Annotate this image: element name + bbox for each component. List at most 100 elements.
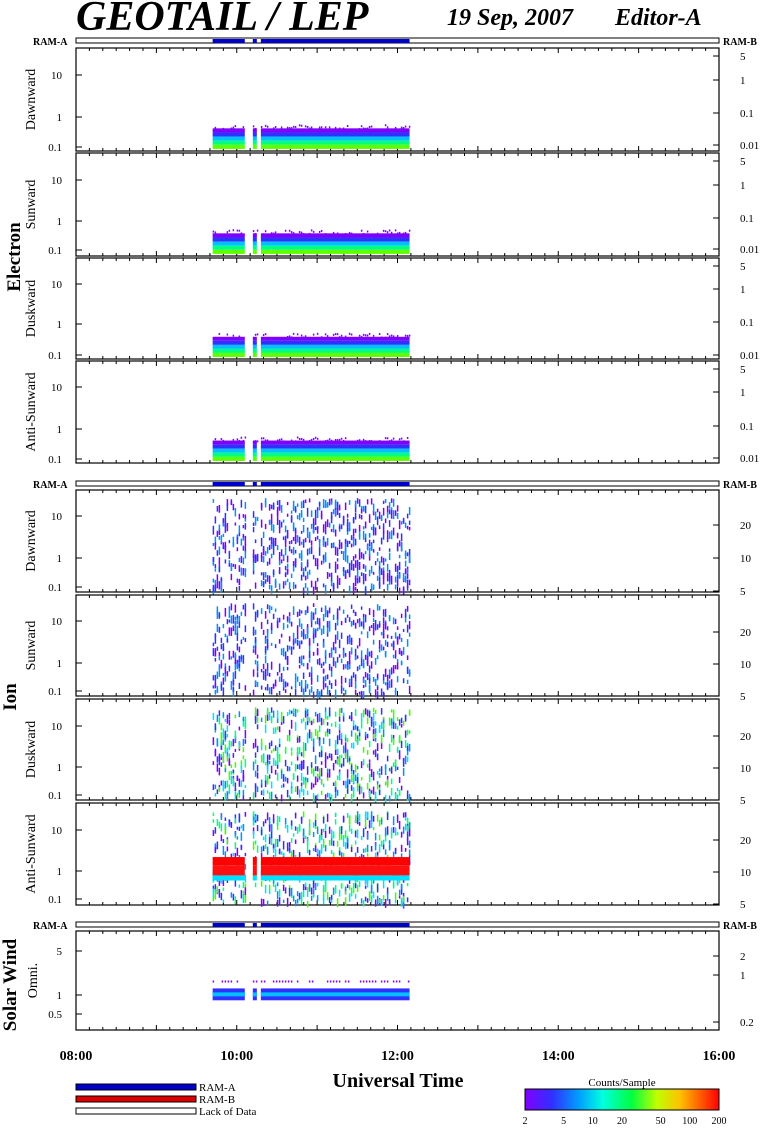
spectrogram-cell [214, 635, 217, 644]
spectrogram-speck [364, 334, 367, 337]
spectrogram-cell [278, 738, 281, 747]
spectrogram-cell [244, 721, 247, 729]
panel-label: Omni. [26, 963, 41, 998]
spectrogram-cell [298, 553, 301, 559]
spectrogram-speck [232, 438, 235, 441]
spectrogram-cell [334, 885, 337, 892]
spectrogram-cell [254, 738, 257, 748]
spectrogram-cell [272, 524, 275, 533]
spectrogram-cell [378, 640, 381, 649]
spectrogram-cell [360, 552, 363, 559]
spectrogram-cell [276, 726, 279, 731]
spectrogram-cell [376, 883, 379, 893]
spectrogram-cell [270, 686, 273, 695]
spectrogram [212, 332, 411, 357]
spectrogram-cell [342, 780, 345, 786]
spectrogram-cell [362, 899, 365, 907]
spectrogram-cell [308, 689, 311, 697]
spectrogram-cell [284, 651, 287, 660]
spectrogram-cell [404, 823, 407, 831]
spectrogram-cell [350, 647, 353, 655]
spectrogram-cell [238, 789, 241, 795]
spectrogram-cell [218, 668, 221, 677]
spectrogram-cell [284, 525, 287, 533]
spectrogram-cell [260, 580, 263, 587]
spectrogram-cell [406, 513, 409, 519]
spectrogram-cell [300, 530, 303, 534]
spectrogram-cell [304, 575, 307, 581]
spectrogram-speck [260, 437, 263, 440]
x-axis-label: Universal Time [333, 1070, 464, 1092]
spectrogram-cell [300, 501, 303, 509]
spectrogram-cell [296, 737, 299, 743]
spectrogram-cell [388, 674, 391, 679]
spectrogram-cell [392, 721, 395, 729]
spectrogram-cell [364, 672, 367, 678]
spectrogram-cell [318, 691, 321, 699]
spectrogram-cell [308, 569, 311, 575]
plot-title: GEOTAIL / LEP [76, 0, 369, 40]
spectrogram-cell [218, 821, 221, 829]
spectrogram-cell [212, 761, 215, 766]
spectrogram-cell [316, 558, 319, 567]
spectrogram-cell [288, 709, 291, 715]
spectrogram-cell [336, 501, 339, 509]
spectrogram-cell [244, 874, 247, 883]
spectrogram-cell [344, 570, 347, 577]
spectrogram-cell [376, 516, 379, 526]
spectrogram-cell [312, 523, 315, 532]
spectrogram-cell [220, 753, 223, 758]
spectrogram-cell [224, 781, 227, 789]
spectrogram-cell [326, 715, 329, 720]
spectrogram-cell [286, 513, 289, 517]
spectrogram-cell [366, 844, 369, 853]
spectrogram-cell [240, 499, 243, 508]
spectrogram-cell [370, 544, 373, 551]
ram-a-segment [252, 39, 257, 43]
spectrogram-cell [228, 753, 231, 758]
spectrogram-cell [402, 573, 405, 582]
spectrogram-cell [222, 845, 225, 855]
spectrogram-cell [360, 777, 363, 781]
spectrogram-cell [232, 739, 235, 747]
spectrogram-cell [372, 609, 375, 618]
spectrogram-cell [294, 680, 297, 689]
spectrogram-speck [262, 437, 265, 440]
spectrogram-cell [236, 643, 239, 651]
spectrogram-cell [380, 514, 383, 522]
ram-a-segment [260, 482, 410, 486]
spectrogram-cell [272, 748, 275, 752]
spectrogram-cell [398, 520, 401, 530]
spectrogram-cell [368, 891, 371, 898]
spectrogram-cell [244, 685, 247, 691]
spectrogram-cell [406, 605, 409, 612]
spectrogram-cell [332, 762, 335, 767]
spectrogram-cell [294, 899, 297, 907]
spectrogram-cell [344, 543, 347, 552]
spectrogram-cell [272, 854, 275, 859]
spectrogram-cell [330, 543, 333, 549]
spectrogram-cell [392, 640, 395, 649]
spectrogram-speck [300, 437, 303, 440]
spectrogram-cell [364, 879, 367, 885]
spectrogram-cell [300, 630, 303, 635]
spectrogram-cell [382, 674, 385, 681]
spectrogram-cell [368, 762, 371, 771]
spectrogram-speck [365, 980, 368, 983]
spectrogram-speck [400, 126, 403, 129]
spectrogram-cell [362, 684, 365, 689]
x-tick-label: 12:00 [381, 1049, 414, 1064]
spectrogram-speck [236, 980, 239, 983]
spectrogram-cell [372, 623, 375, 629]
spectrogram-cell [350, 675, 353, 681]
spectrogram-cell [328, 707, 331, 717]
spectrogram-cell [254, 516, 257, 526]
spectrogram-cell [322, 839, 325, 848]
spectrogram-cell [392, 762, 395, 768]
spectrogram-cell [212, 542, 215, 547]
spectrogram-cell [242, 604, 245, 610]
spectrogram-cell [354, 538, 357, 546]
spectrogram-speck [350, 232, 353, 235]
spectrogram-speck [284, 980, 287, 983]
spectrogram-cell [330, 670, 333, 677]
